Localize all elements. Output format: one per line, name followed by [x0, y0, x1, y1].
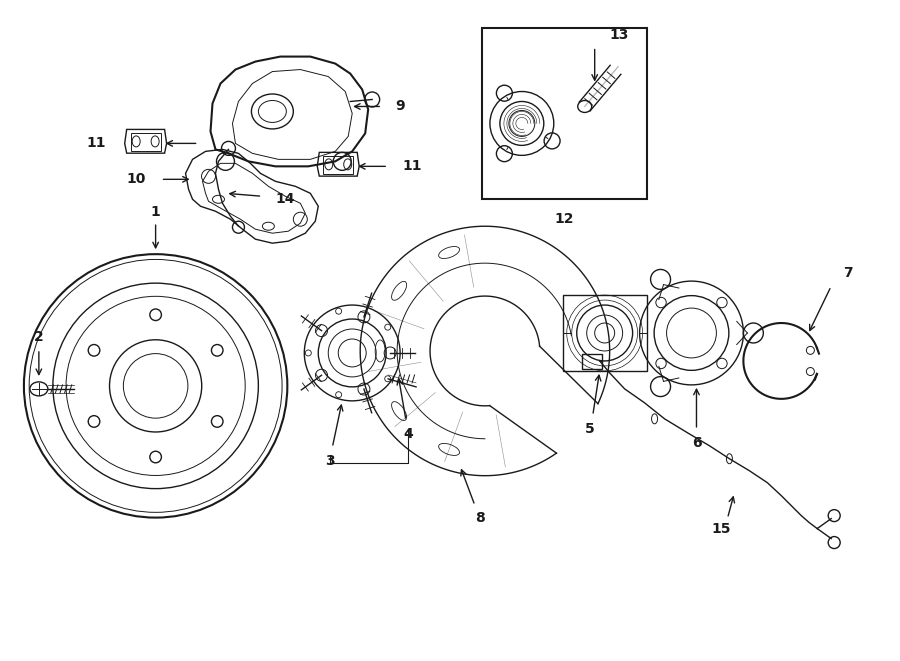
Text: 3: 3: [326, 453, 335, 468]
Text: 10: 10: [126, 173, 146, 186]
Bar: [130, 133, 160, 151]
Text: 11: 11: [402, 159, 421, 173]
Text: 8: 8: [475, 510, 485, 525]
Text: 7: 7: [843, 266, 853, 280]
Text: 2: 2: [34, 330, 44, 344]
Text: 14: 14: [275, 192, 295, 206]
Text: 13: 13: [609, 28, 629, 42]
Text: 15: 15: [712, 522, 731, 535]
Text: 12: 12: [554, 212, 574, 226]
Bar: [323, 156, 353, 174]
Text: 6: 6: [692, 436, 701, 449]
Text: 11: 11: [86, 136, 105, 151]
Bar: [581, 354, 602, 369]
Bar: [482, 28, 646, 199]
Text: 4: 4: [403, 427, 413, 441]
Text: 1: 1: [150, 206, 160, 219]
Text: 5: 5: [585, 422, 595, 436]
Text: 9: 9: [395, 99, 405, 114]
